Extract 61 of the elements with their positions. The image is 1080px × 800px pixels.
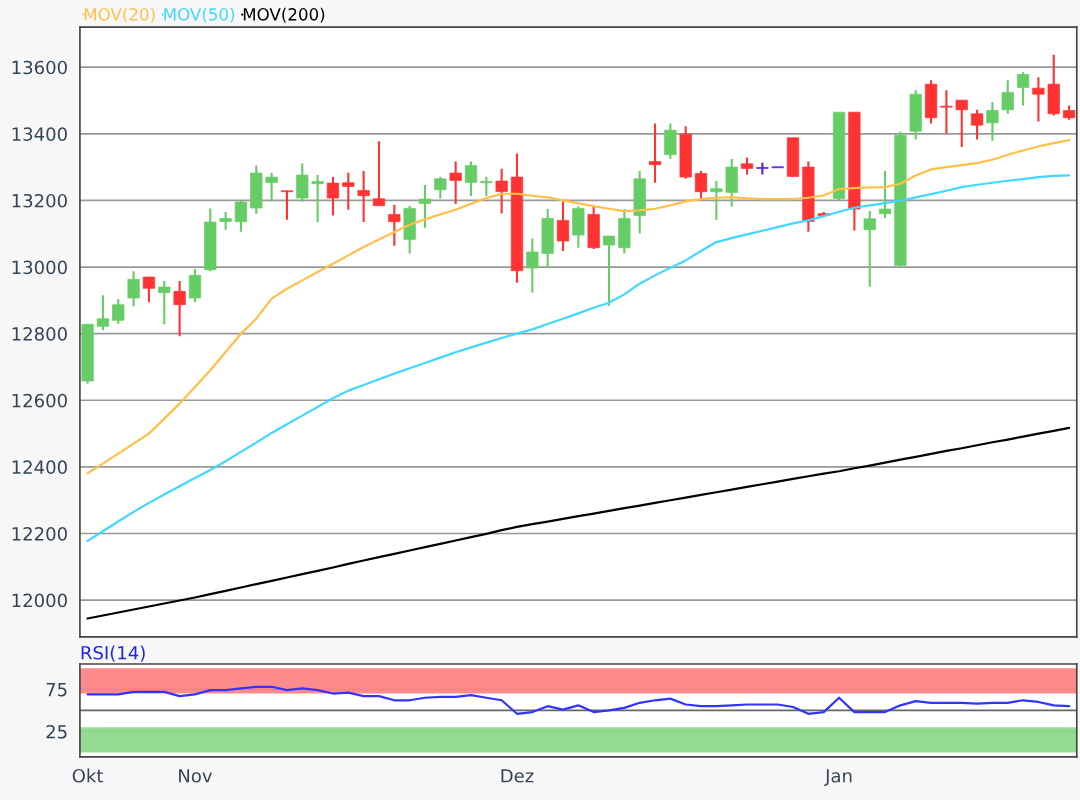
candlestick	[326, 175, 340, 217]
candlestick	[112, 297, 125, 325]
candlestick	[418, 184, 432, 229]
legend-label: MOV(50)	[164, 7, 235, 23]
candlestick	[127, 270, 140, 308]
candlestick	[234, 199, 248, 233]
candlestick	[357, 170, 370, 224]
candlestick	[495, 167, 508, 215]
candlestick	[96, 294, 110, 332]
line-series	[86, 685, 1071, 715]
candlestick	[1001, 79, 1014, 115]
candlestick	[1016, 71, 1030, 107]
y-tick-label: 12000	[12, 593, 67, 608]
x-tick-label: Okt	[72, 768, 104, 783]
x-tick-label: Jan	[824, 769, 852, 786]
candlestick	[280, 189, 294, 221]
candlestick	[311, 174, 324, 224]
candlestick	[863, 210, 876, 288]
candlestick	[556, 200, 570, 253]
candlestick	[602, 235, 616, 307]
y-tick-label: 25	[46, 724, 67, 739]
x-tick-label: Dez	[501, 769, 534, 783]
candlestick	[188, 268, 202, 304]
y-tick-label: 12600	[12, 393, 67, 408]
candlestick	[955, 99, 968, 149]
line-series	[86, 174, 1071, 542]
x-tick-label: Nov	[179, 769, 213, 783]
y-tick-label: 13600	[12, 60, 67, 75]
candlestick	[449, 160, 462, 206]
y-tick-label: 13000	[12, 260, 67, 275]
candlestick	[648, 122, 662, 184]
y-tick-label: 12200	[12, 526, 67, 541]
line-series	[86, 426, 1071, 620]
candlestick	[173, 279, 186, 338]
candlestick	[342, 171, 355, 211]
candlestick	[464, 160, 478, 198]
candlestick	[526, 237, 539, 294]
line-series	[86, 139, 1071, 475]
candlestick	[142, 276, 156, 304]
chart-title: RSI(14)	[81, 645, 145, 662]
y-tick-label: 75	[46, 683, 67, 697]
candlestick	[694, 170, 708, 200]
candlestick	[710, 180, 723, 222]
legend-label: MOV(200)	[243, 7, 325, 23]
candlestick	[986, 101, 999, 142]
y-tick-label: 13400	[12, 127, 67, 141]
legend-label: MOV(20)	[84, 7, 155, 23]
y-tick-label: 12800	[12, 327, 67, 341]
candlestick	[372, 140, 386, 207]
y-tick-label: 12400	[12, 460, 67, 475]
y-tick-label: 13200	[12, 193, 67, 208]
candlestick	[480, 175, 493, 198]
candlestick	[434, 175, 447, 200]
candlestick	[265, 171, 278, 203]
candlestick	[970, 108, 984, 141]
candlestick	[296, 162, 309, 203]
candlestick	[1032, 76, 1045, 123]
candlestick	[940, 89, 953, 135]
candlestick	[388, 203, 401, 247]
candlestick	[158, 279, 171, 326]
candlestick	[878, 170, 892, 220]
